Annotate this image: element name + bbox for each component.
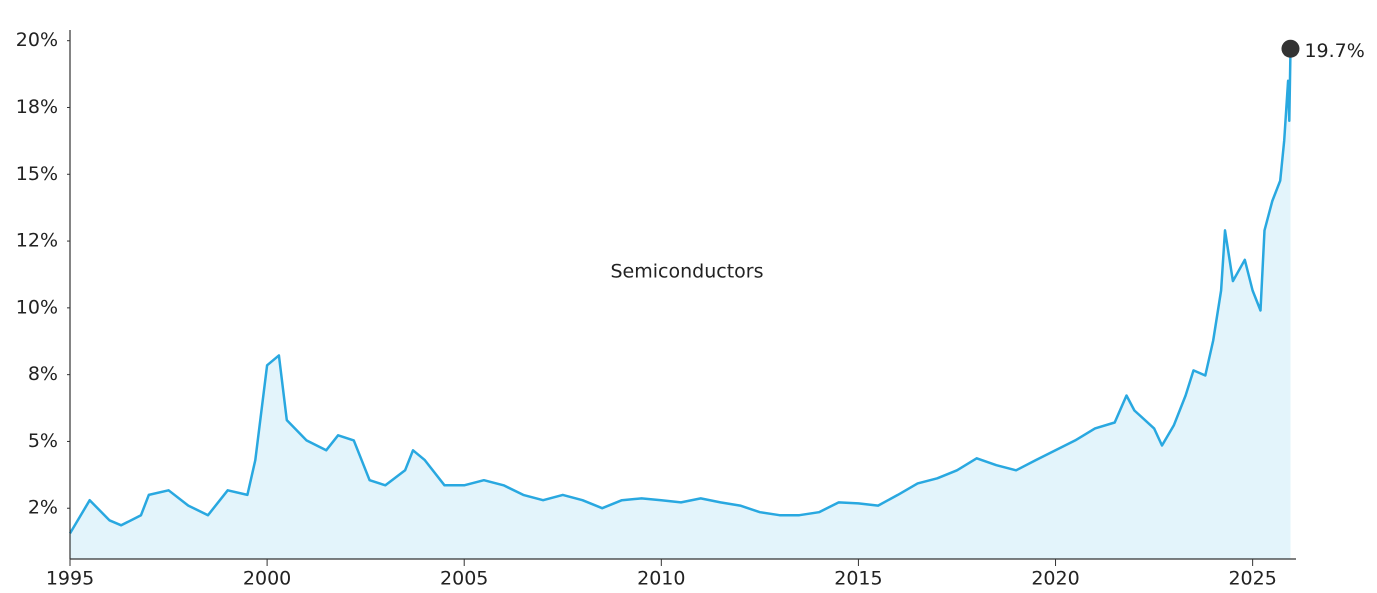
x-tick-label: 2025	[1228, 568, 1276, 590]
line	[68, 48, 1292, 535]
y-tick-label: 10%	[16, 296, 58, 318]
y-tick-label: 5%	[28, 430, 58, 452]
y-tick-label: 8%	[28, 363, 58, 385]
series-label: Semiconductors	[611, 261, 764, 283]
x-tick-label: 1995	[46, 568, 94, 590]
x-tick-label: 2005	[440, 568, 488, 590]
x-tick-label: 2010	[637, 568, 685, 590]
y-tick-label: 15%	[16, 163, 58, 185]
end-label: 19.7%	[1304, 40, 1364, 62]
x-tick-label: 2000	[243, 568, 291, 590]
x-tick-label: 2015	[834, 568, 882, 590]
y-tick-label: 20%	[16, 29, 58, 51]
y-tick-label: 18%	[16, 96, 58, 118]
area	[70, 48, 1291, 559]
end-point	[1281, 39, 1300, 58]
y-tick-label: 2%	[28, 497, 58, 519]
y-tick-label: 12%	[16, 230, 58, 252]
x-tick-label: 2020	[1031, 568, 1079, 590]
